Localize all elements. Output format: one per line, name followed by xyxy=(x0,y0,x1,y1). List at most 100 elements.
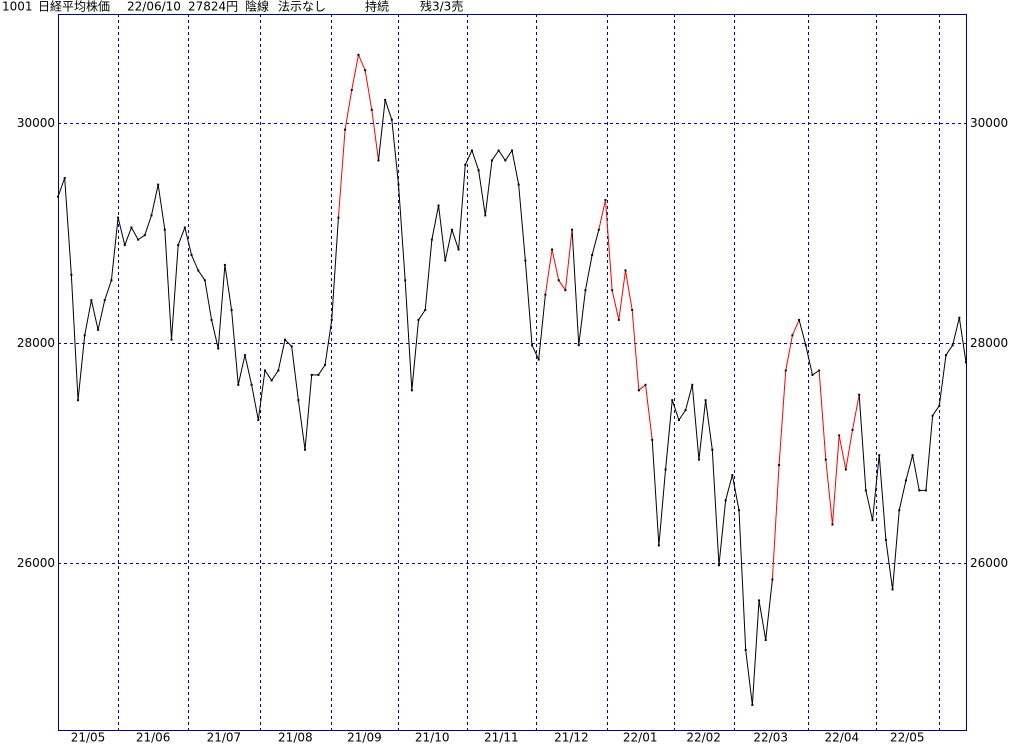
data-point xyxy=(277,369,280,372)
line-segment xyxy=(838,435,847,470)
line-segment xyxy=(377,99,386,161)
data-point xyxy=(898,509,901,512)
line-segment xyxy=(337,129,346,218)
header-text: 法示なし xyxy=(278,0,326,14)
data-point xyxy=(758,599,761,602)
line-segment xyxy=(564,229,573,291)
data-point xyxy=(490,159,493,162)
line-segment xyxy=(878,455,887,540)
line-segment xyxy=(544,249,553,295)
data-point xyxy=(344,128,347,131)
data-point xyxy=(317,373,320,376)
data-point xyxy=(965,361,967,364)
data-point xyxy=(677,419,680,422)
data-point xyxy=(871,519,874,522)
line-segment xyxy=(491,150,500,161)
line-segment xyxy=(872,455,880,521)
line-segment xyxy=(765,579,773,641)
line-segment xyxy=(625,270,633,311)
line-segment xyxy=(925,415,934,491)
x-tick-label: 21/08 xyxy=(278,731,313,745)
data-point xyxy=(210,318,213,321)
line-segment xyxy=(204,280,213,320)
line-segment xyxy=(211,319,219,349)
x-tick-label: 22/04 xyxy=(825,731,860,745)
line-segment xyxy=(618,270,626,320)
line-segment xyxy=(711,449,720,566)
line-segment xyxy=(598,199,606,230)
line-segment xyxy=(885,539,894,590)
data-point xyxy=(157,183,160,186)
data-point xyxy=(464,163,467,166)
line-segment xyxy=(584,254,593,291)
line-segment xyxy=(444,229,453,261)
data-point xyxy=(237,383,240,386)
line-segment xyxy=(157,184,166,230)
line-segment xyxy=(364,70,373,110)
data-point xyxy=(624,269,627,272)
data-point xyxy=(611,289,614,292)
data-point xyxy=(911,454,914,457)
data-point xyxy=(551,248,554,251)
data-point xyxy=(337,216,340,219)
price-line xyxy=(57,54,967,705)
x-tick-label: 21/11 xyxy=(484,731,519,745)
data-point xyxy=(724,499,727,502)
data-point xyxy=(604,199,607,202)
data-point xyxy=(824,458,827,461)
line-segment xyxy=(852,394,860,431)
data-point xyxy=(110,279,113,282)
line-segment xyxy=(524,260,533,346)
line-segment xyxy=(751,600,760,705)
line-segment xyxy=(504,150,513,161)
line-segment xyxy=(177,227,186,246)
line-segment xyxy=(498,150,506,161)
data-point xyxy=(177,244,180,247)
data-point xyxy=(918,489,921,492)
data-point xyxy=(230,309,233,312)
line-segment xyxy=(244,355,253,385)
line-segment xyxy=(478,170,486,216)
line-segment xyxy=(645,384,653,440)
line-segment xyxy=(404,280,413,391)
data-point xyxy=(744,648,747,651)
data-point xyxy=(390,118,393,121)
line-segment xyxy=(484,160,493,216)
data-point xyxy=(597,228,600,231)
data-point xyxy=(103,299,106,302)
data-point xyxy=(577,344,580,347)
y-tick-label: 28000 xyxy=(17,336,55,350)
data-point xyxy=(203,279,206,282)
header-text: 持続 xyxy=(365,0,389,14)
data-point xyxy=(484,214,487,217)
line-segment xyxy=(845,429,853,470)
line-segment xyxy=(217,264,226,349)
grid xyxy=(58,14,966,730)
x-tick-label: 21/10 xyxy=(415,731,450,745)
line-segment xyxy=(357,54,366,71)
data-point xyxy=(651,438,654,441)
data-point xyxy=(784,369,787,372)
line-segment xyxy=(57,177,66,197)
line-segment xyxy=(458,164,466,250)
line-segment xyxy=(110,217,119,281)
data-point xyxy=(691,383,694,386)
line-segment xyxy=(117,217,126,246)
data-point xyxy=(284,338,286,341)
data-point xyxy=(951,344,954,347)
line-segment xyxy=(905,455,914,481)
data-point xyxy=(831,523,834,526)
data-point xyxy=(818,369,821,372)
data-point xyxy=(524,259,527,262)
data-point xyxy=(717,564,720,567)
line-segment xyxy=(398,184,406,281)
plot-frame xyxy=(58,14,967,731)
line-segment xyxy=(464,150,473,166)
data-point xyxy=(497,149,500,152)
x-tick-label: 21/07 xyxy=(207,731,242,745)
data-point xyxy=(938,404,941,407)
data-point xyxy=(397,183,400,186)
line-segment xyxy=(858,394,867,491)
line-segment xyxy=(651,439,660,546)
data-point xyxy=(330,318,333,321)
